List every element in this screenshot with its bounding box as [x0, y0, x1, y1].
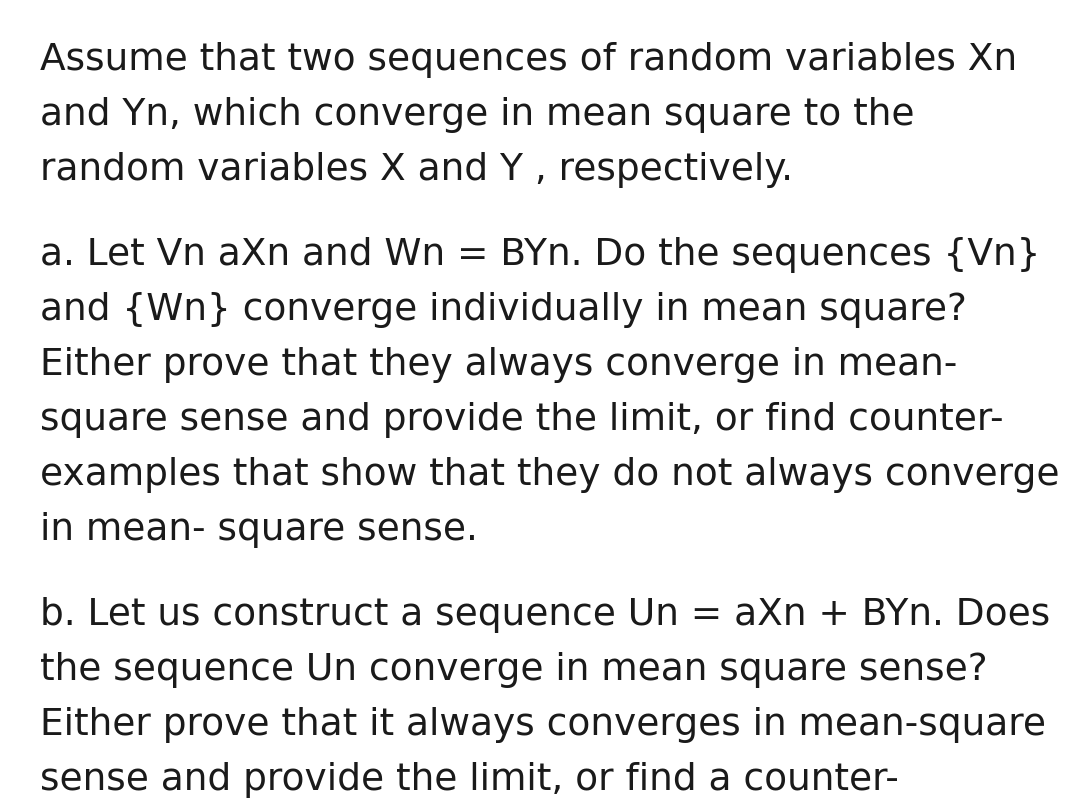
Text: a. Let Vn aXn and Wn = BYn. Do the sequences {Vn}: a. Let Vn aXn and Wn = BYn. Do the seque… [40, 237, 1040, 273]
Text: in mean- square sense.: in mean- square sense. [40, 512, 477, 548]
Text: the sequence Un converge in mean square sense?: the sequence Un converge in mean square … [40, 652, 987, 688]
Text: square sense and provide the limit, or find counter-: square sense and provide the limit, or f… [40, 402, 1003, 438]
Text: Either prove that they always converge in mean-: Either prove that they always converge i… [40, 347, 957, 383]
Text: random variables X and Y , respectively.: random variables X and Y , respectively. [40, 152, 793, 188]
Text: b. Let us construct a sequence Un = aXn + BYn. Does: b. Let us construct a sequence Un = aXn … [40, 597, 1050, 633]
Text: Assume that two sequences of random variables Xn: Assume that two sequences of random vari… [40, 42, 1017, 78]
Text: Either prove that it always converges in mean-square: Either prove that it always converges in… [40, 707, 1047, 743]
Text: and {Wn} converge individually in mean square?: and {Wn} converge individually in mean s… [40, 292, 967, 328]
Text: examples that show that they do not always converge: examples that show that they do not alwa… [40, 457, 1059, 493]
Text: sense and provide the limit, or find a counter-: sense and provide the limit, or find a c… [40, 762, 899, 798]
Text: and Yn, which converge in mean square to the: and Yn, which converge in mean square to… [40, 97, 915, 133]
